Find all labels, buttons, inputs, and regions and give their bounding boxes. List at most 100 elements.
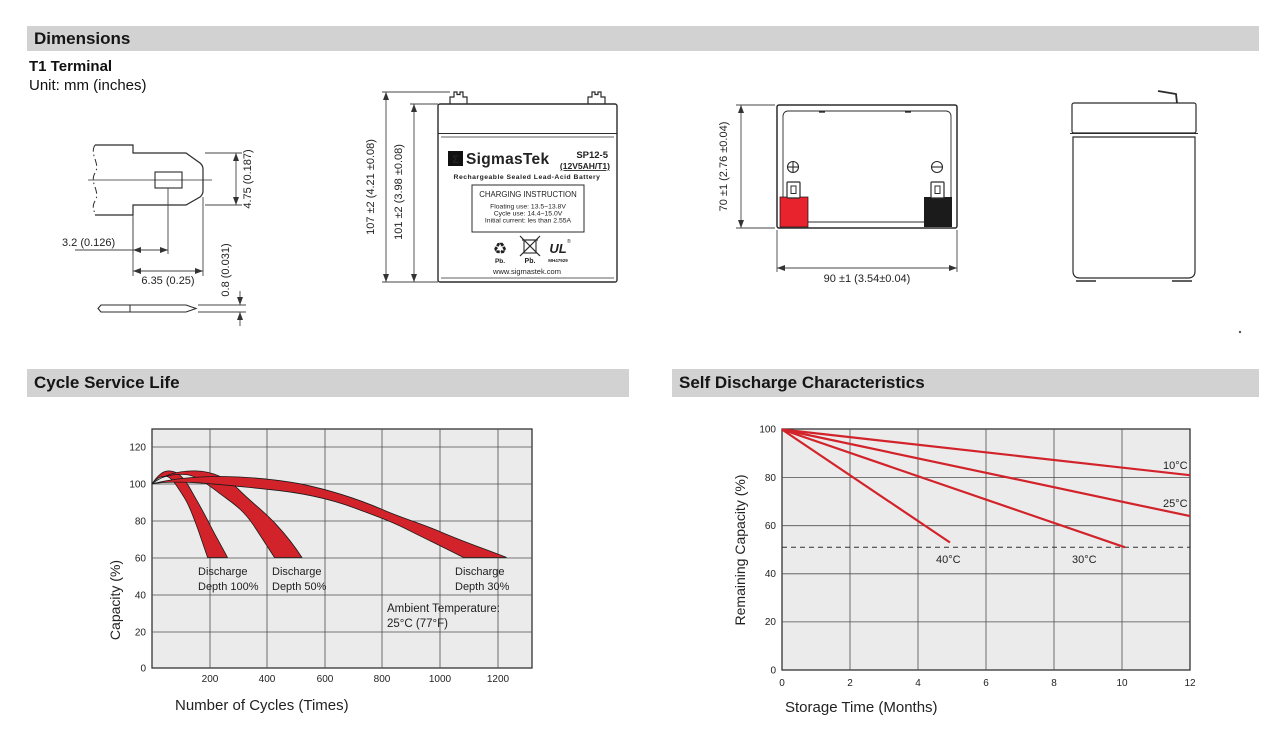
self-discharge-y-axis-label: Remaining Capacity (%) [732,475,748,626]
section-header-dimensions: Dimensions [27,26,1259,51]
y-tick: 80 [765,473,777,484]
negative-terminal-tab [930,181,945,199]
cycle-x-axis-label: Number of Cycles (Times) [175,697,349,714]
x-tick: 1000 [429,674,452,685]
dim-tab-width: 6.35 (0.25) [141,275,194,287]
dim-overall-height: 107 ±2 (4.21 ±0.08) [365,139,377,235]
band-depth-30 [151,476,507,558]
x-tick: 2 [847,678,853,689]
label-10c: 10°C [1163,460,1188,472]
t1-terminal-title: T1 Terminal [29,58,113,75]
pb-bin-label: Pb. [525,258,536,265]
section-header-cycle-service-life: Cycle Service Life [27,369,629,397]
annotation-depth-100: Depth 100% [198,581,259,593]
self-discharge-chart-title: Self Discharge Characteristics [679,373,925,392]
battery-top-view: 70 ±1 (2.76 ±0.04) 90 ±1 (3.54±0.04) [718,104,958,285]
annotation-depth-100: Discharge [198,566,248,578]
line-30c [781,428,1126,549]
cycle-y-ticks: 120 100 80 60 40 20 0 [129,443,146,675]
front-terminal-left [449,91,468,104]
negative-symbol-icon [930,160,944,174]
x-tick: 0 [779,678,785,689]
self-discharge-y-ticks: 100 80 60 40 20 0 [759,425,776,677]
positive-symbol-icon [786,160,800,174]
battery-front-view: Σ SigmasTek SP12-5 (12V5AH/T1) Rechargea… [365,91,618,283]
annotation-ambient: Ambient Temperature: [387,603,500,615]
unit-note: Unit: mm (inches) [29,77,147,94]
line-10c [781,428,1191,477]
line-40c [781,428,951,544]
annotation-ambient: 25°C (77°F) [387,618,448,630]
self-discharge-lines [781,428,1191,549]
cycle-x-ticks: 200 400 600 800 1000 1200 [202,674,510,685]
side-view-terminal-pin [1157,90,1178,104]
label-40c: 40°C [936,554,961,566]
x-tick: 400 [259,674,276,685]
battery-case-front [437,103,618,283]
x-tick: 8 [1051,678,1057,689]
line-25c [781,428,1191,518]
cycle-y-axis-label: Capacity (%) [107,560,123,640]
dim-case-height: 101 ±2 (3.98 ±0.08) [393,144,405,240]
y-tick: 40 [765,569,777,580]
battery-side-view [1070,90,1242,334]
side-view-lid [1071,102,1197,134]
self-discharge-chart: 10°C 25°C 40°C 30°C 100 80 60 40 20 0 0 … [732,425,1196,717]
battery-type-line: Rechargeable Sealed Lead-Acid Battery [454,174,601,181]
positive-terminal-tab [786,181,801,199]
section-header-dimensions-label: Dimensions [34,28,131,48]
y-tick: 100 [129,480,146,491]
brand-logo-icon [448,151,463,166]
annotation-depth-50: Discharge [272,566,322,578]
label-30c: 30°C [1072,554,1097,566]
model-rating: (12V5AH/T1) [560,161,610,171]
x-tick: 1200 [487,674,510,685]
y-tick: 80 [135,517,147,528]
brand-name: SigmasTek [466,151,549,168]
y-tick: 0 [140,664,146,675]
self-discharge-gridlines [782,429,1190,670]
recycle-icon: ♻ [493,241,507,258]
dimensions-drawings: 4.75 (0.187) 3.2 (0.126) 6.35 (0.25) 0.8… [62,90,1242,334]
label-25c: 25°C [1163,498,1188,510]
charging-line-3: Initial current: les than 2.55A [485,218,572,225]
y-tick: 0 [770,666,776,677]
cycle-chart-title: Cycle Service Life [34,373,180,392]
ul-icon: UL [549,241,566,256]
x-tick: 12 [1184,678,1196,689]
self-discharge-x-axis-label: Storage Time (Months) [785,699,938,716]
y-tick: 100 [759,425,776,436]
ul-code: MH47929 [548,258,568,263]
dim-tab-thickness: 0.8 (0.031) [220,243,232,296]
self-discharge-x-ticks: 0 2 4 6 8 10 12 [779,678,1196,689]
y-tick: 20 [135,628,147,639]
charging-instruction-box [471,184,585,233]
x-tick: 4 [915,678,921,689]
charging-title: CHARGING INSTRUCTION [479,190,576,199]
website-text: www.sigmastek.com [492,267,561,276]
y-tick: 20 [765,617,777,628]
dim-depth: 70 ±1 (2.76 ±0.04) [718,122,730,212]
brand-logo-glyph: Σ [452,154,459,166]
side-view-body [1072,136,1196,279]
x-tick: 200 [202,674,219,685]
charging-line-2: Cycle use: 14.4~15.0V [494,211,563,218]
annotation-depth-30: Depth 30% [455,581,510,593]
annotation-depth-30: Discharge [455,566,505,578]
terminal-thickness-view [97,304,198,313]
x-tick: 10 [1116,678,1128,689]
dim-width: 90 ±1 (3.54±0.04) [824,273,911,285]
y-tick: 120 [129,443,146,454]
cycle-bands [151,470,507,558]
series-labels: 10°C 25°C 40°C 30°C [936,460,1188,566]
pb-recycle-label: Pb. [495,258,505,265]
annotation-depth-50: Depth 50% [272,581,327,593]
section-header-self-discharge: Self Discharge Characteristics [672,369,1259,397]
y-tick: 60 [765,521,777,532]
x-tick: 6 [983,678,989,689]
dim-hole-offset: 3.2 (0.126) [62,237,115,249]
x-tick: 600 [317,674,334,685]
positive-terminal-block [779,196,809,228]
stray-dot [1238,330,1242,334]
